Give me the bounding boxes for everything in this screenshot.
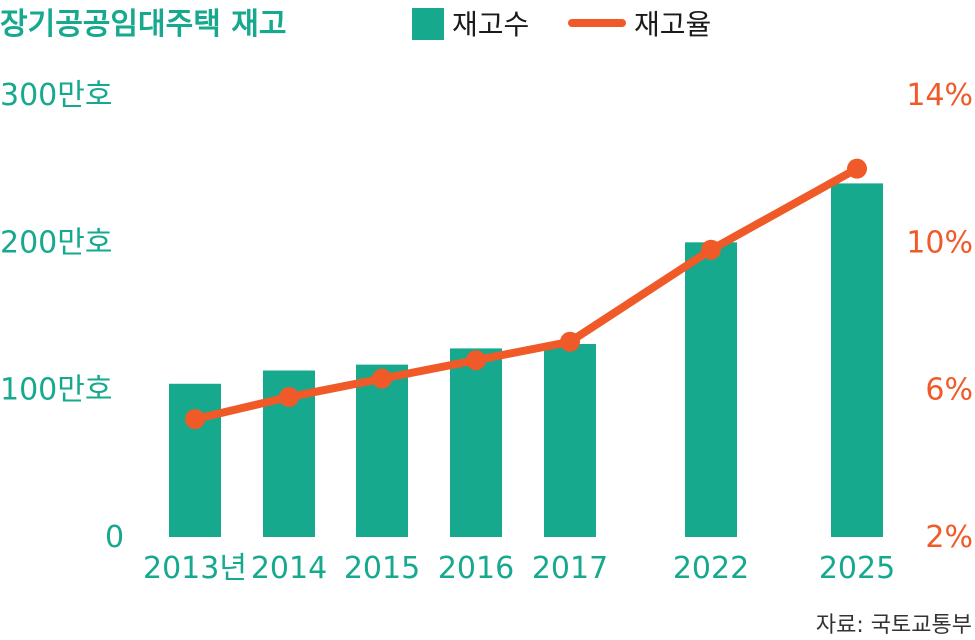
right-tick-label: 6% [925, 373, 973, 408]
line-point [372, 368, 392, 389]
bar [685, 242, 737, 538]
line-point [185, 409, 205, 430]
x-tick-label: 2016 [438, 551, 514, 586]
line-series [185, 158, 867, 430]
right-tick-label: 10% [906, 225, 973, 260]
x-tick-label: 2025 [819, 551, 895, 586]
line-point [701, 239, 721, 260]
chart-title: 장기공공임대주택 재고 [0, 7, 286, 42]
legend-label-line: 재고율 [634, 8, 711, 41]
line-point [466, 350, 486, 371]
line-point [279, 387, 299, 408]
left-tick-label: 0 [105, 520, 124, 555]
legend: 재고수 재고율 [412, 8, 711, 41]
x-tick-label: 2015 [344, 551, 420, 586]
right-tick-label: 2% [925, 520, 973, 555]
x-tick-label: 2022 [673, 551, 749, 586]
legend-label-bar: 재고수 [452, 8, 529, 41]
bar [544, 343, 596, 537]
line-point [847, 158, 867, 179]
x-tick-label: 2013년 [143, 551, 247, 586]
legend-swatch-bar [412, 8, 444, 40]
x-tick-label: 2017 [532, 551, 608, 586]
line-point [560, 331, 580, 352]
right-axis-ticks: 2% 6% 10% 14% [906, 78, 973, 555]
bar [356, 364, 408, 537]
legend-swatch-line [568, 19, 626, 27]
bar [831, 183, 883, 537]
right-tick-label: 14% [906, 78, 973, 113]
bar [450, 348, 502, 537]
left-tick-label: 300만호 [0, 78, 112, 113]
left-axis-ticks: 0 100만호 200만호 300만호 [0, 78, 124, 555]
left-tick-label: 200만호 [0, 225, 112, 260]
x-tick-label: 2014 [251, 551, 327, 586]
source-note: 자료: 국토교통부 [816, 613, 972, 638]
x-axis-ticks: 2013년 2014 2015 2016 2017 2022 2025 [143, 551, 895, 586]
left-tick-label: 100만호 [0, 373, 112, 408]
bar-series [169, 183, 883, 538]
bar [169, 383, 221, 537]
